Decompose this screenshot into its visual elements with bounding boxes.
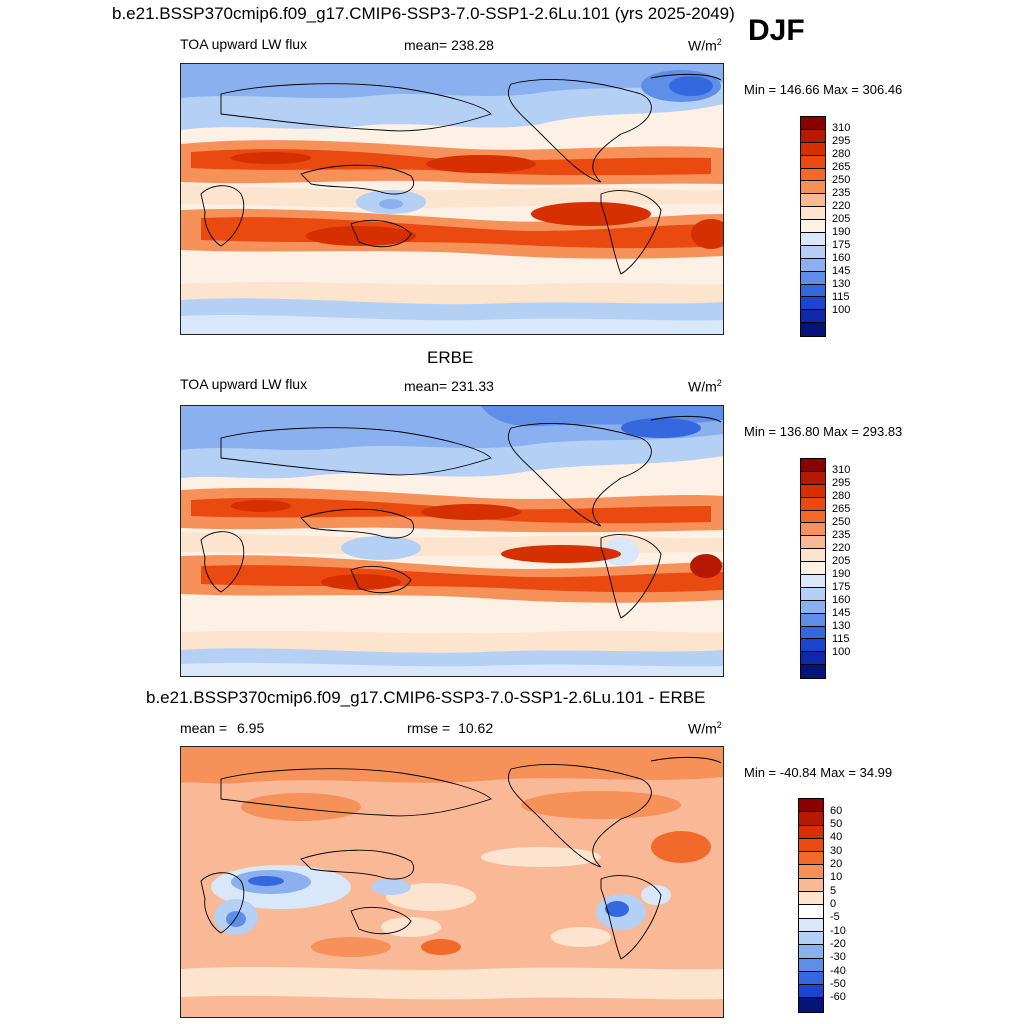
cbar-tick: 295	[832, 135, 851, 147]
cbar-tick: 5	[830, 885, 837, 897]
cbar-tick: 175	[832, 581, 851, 593]
cbar-tick: 265	[832, 161, 851, 173]
cbar-tick: 20	[830, 858, 843, 870]
panel3-mean-label: mean =	[180, 720, 228, 736]
panel3-title: b.e21.BSSP370cmip6.f09_g17.CMIP6-SSP3-7.…	[146, 688, 706, 707]
cbar-tick: 190	[832, 568, 851, 580]
panel2-title: ERBE	[427, 348, 474, 367]
panel3-colorbar-swatches	[798, 798, 824, 1013]
cbar-tick: 310	[832, 464, 851, 476]
panel3-units: W/m2	[688, 720, 722, 737]
cbar-tick: 0	[830, 898, 837, 910]
cbar-tick: 310	[832, 122, 851, 134]
cbar-tick: 160	[832, 252, 851, 264]
cbar-tick: 145	[832, 265, 851, 277]
cbar-tick: -20	[830, 938, 846, 950]
cbar-tick: 60	[830, 805, 843, 817]
cbar-tick: 235	[832, 529, 851, 541]
cbar-tick: 220	[832, 542, 851, 554]
panel3-rmse-label: rmse =	[407, 720, 451, 736]
cbar-tick: -10	[830, 925, 846, 937]
panel2-mean-value: 231.33	[451, 378, 494, 394]
panel1-minmax: Min = 146.66 Max = 306.46	[744, 82, 903, 97]
panel1-units-text: W/m	[688, 37, 717, 54]
panel2-units-text: W/m	[688, 378, 717, 395]
cbar-tick: 115	[832, 633, 850, 645]
panel2-colorbar-swatches	[800, 458, 826, 680]
cbar-tick: 50	[830, 818, 843, 830]
panel1-units-sup: 2	[716, 37, 722, 47]
cbar-tick: 250	[832, 174, 851, 186]
panel1-variable: TOA upward LW flux	[180, 36, 308, 52]
panel2-minmax: Min = 136.80 Max = 293.83	[744, 424, 903, 439]
panel3-map	[180, 746, 724, 1018]
cbar-tick: 100	[832, 646, 851, 658]
cbar-tick: -5	[830, 911, 840, 923]
panel1-map	[180, 63, 724, 335]
cbar-tick: 160	[832, 594, 851, 606]
panel3-mean: mean = 6.95	[180, 720, 264, 736]
cbar-tick: 115	[832, 291, 850, 303]
cbar-tick: 130	[832, 278, 851, 290]
cbar-tick: -40	[830, 965, 846, 977]
cbar-tick: -50	[830, 978, 846, 990]
cbar-tick: 130	[832, 620, 851, 632]
panel1-mean-value: 238.28	[451, 37, 494, 53]
panel3-units-sup: 2	[716, 720, 722, 730]
cbar-tick: 205	[832, 555, 851, 567]
panel3-minmax: Min = -40.84 Max = 34.99	[744, 765, 893, 780]
run-title: b.e21.BSSP370cmip6.f09_g17.CMIP6-SSP3-7.…	[112, 4, 735, 23]
cbar-tick: 10	[830, 871, 843, 883]
cbar-tick: 280	[832, 148, 851, 160]
cbar-tick: 295	[832, 477, 851, 489]
cbar-tick: 100	[832, 304, 851, 316]
panel2-units: W/m2	[688, 378, 722, 395]
panel2-mean-label: mean=	[404, 378, 448, 394]
cbar-tick: 265	[832, 503, 851, 515]
cbar-tick: 280	[832, 490, 851, 502]
panel2-variable: TOA upward LW flux	[180, 376, 308, 392]
cbar-tick: 175	[832, 239, 851, 251]
panel3-rmse: rmse = 10.62	[407, 720, 493, 736]
panel3-rmse-value: 10.62	[458, 720, 494, 736]
panel3-mean-value: 6.95	[236, 720, 265, 736]
cbar-tick: 250	[832, 516, 851, 528]
cbar-tick: -60	[830, 991, 846, 1003]
panel2-units-sup: 2	[716, 378, 722, 388]
cbar-tick: 190	[832, 226, 851, 238]
panel2-mean: mean= 231.33	[404, 378, 494, 394]
cbar-tick: 30	[830, 845, 843, 857]
panel3-units-text: W/m	[688, 720, 717, 737]
panel1-mean: mean= 238.28	[404, 37, 494, 53]
cbar-tick: 235	[832, 187, 851, 199]
panel1-units: W/m2	[688, 37, 722, 54]
cbar-tick: 40	[830, 831, 843, 843]
panel2-map	[180, 405, 724, 677]
panel1-mean-label: mean=	[404, 37, 448, 53]
panel1-colorbar-swatches	[800, 116, 826, 338]
cbar-tick: 145	[832, 607, 851, 619]
cbar-tick: 220	[832, 200, 851, 212]
cbar-tick: 205	[832, 213, 851, 225]
cbar-tick: -30	[830, 951, 846, 963]
season-label: DJF	[748, 14, 805, 47]
